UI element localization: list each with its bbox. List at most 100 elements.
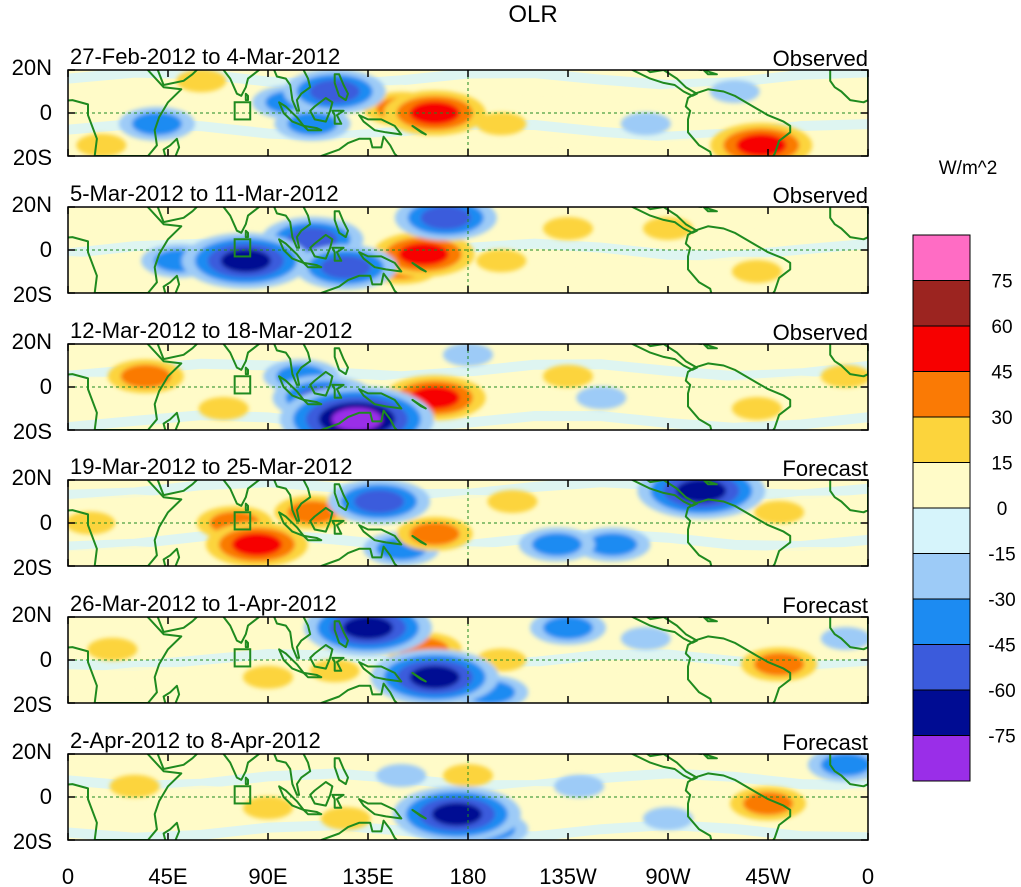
y-tick-label: 0 (40, 647, 52, 672)
coastline-indochina (273, 480, 312, 522)
region-box (233, 648, 252, 668)
coastline-solomon (411, 398, 427, 410)
anomaly-contour (576, 386, 627, 410)
anomaly-contour (476, 112, 527, 136)
coastline-southam (684, 498, 792, 566)
weak-anomaly-band (68, 358, 868, 382)
coastline-arabia (156, 754, 199, 770)
y-tick-label: 20N (12, 465, 52, 490)
coastline-srilanka (244, 92, 249, 102)
anomaly-blobs (109, 754, 868, 840)
coastline-arabia (156, 70, 199, 86)
coastline-solomon (411, 808, 427, 820)
coastline-hispaniola (702, 344, 718, 350)
coastline-sulawesi (331, 793, 345, 809)
y-tick-label: 20N (12, 329, 52, 354)
colorbar-label: 45 (991, 363, 1012, 384)
anomaly-blobs (141, 207, 782, 290)
coastline-madagascar (162, 821, 181, 840)
coastline-australia (320, 409, 399, 430)
coastline-java (302, 124, 323, 132)
coastline-madagascar (162, 411, 181, 430)
coastline-africa (68, 480, 183, 566)
colorbar-swatch (912, 735, 971, 782)
coastline-java (302, 671, 323, 679)
panel-date-range: 26-Mar-2012 to 1-Apr-2012 (70, 591, 337, 616)
coastlines (68, 617, 868, 703)
y-tick-label: 20S (13, 419, 52, 444)
panel-status: Forecast (782, 456, 868, 481)
panel-status: Forecast (782, 730, 868, 755)
colorbar-label: -30 (988, 590, 1015, 611)
anomaly-contour (320, 255, 371, 279)
coastline-india (222, 754, 261, 781)
anomaly-contour (409, 665, 460, 689)
anomaly-field (68, 480, 868, 566)
panel-status: Observed (773, 183, 868, 208)
anomaly-blobs (76, 70, 813, 156)
anomaly-field (68, 344, 868, 430)
y-tick-label: 20S (13, 829, 52, 854)
anomaly-contour (443, 764, 493, 787)
anomaly-contour (543, 364, 593, 388)
colorbar-swatch (912, 325, 971, 372)
coastline-india (222, 70, 261, 97)
colorbar-label: 75 (991, 272, 1012, 293)
colorbar-swatch (912, 280, 971, 327)
colorbar-label: -15 (988, 545, 1015, 566)
weak-anomaly-band (68, 528, 868, 552)
anomaly-contour (443, 344, 493, 367)
anomaly-blobs (68, 480, 805, 566)
panel-date-range: 19-Mar-2012 to 25-Mar-2012 (70, 454, 352, 479)
panels-group: 20N 0 20S 27-Feb-2012 to 4-Mar-2012 Observed… (12, 44, 869, 854)
coastlines (68, 480, 868, 566)
coastline-sulawesi (331, 246, 345, 262)
region-box (233, 375, 252, 395)
panel: 20N 0 20S 5-Mar-2012 to 11-Mar-2012 Observed (12, 181, 869, 307)
anomaly-contour (820, 754, 868, 777)
coastline-hispaniola (702, 617, 718, 623)
coastline-westafrica (829, 70, 868, 104)
coastline-sulawesi (331, 109, 345, 125)
anomaly-contour (87, 637, 138, 661)
x-tick-label: 135W (539, 864, 597, 887)
coastline-java (302, 534, 323, 542)
colorbar-swatch (912, 234, 971, 281)
coastline-borneo (309, 506, 334, 533)
colorbar-swatch (912, 689, 971, 736)
coastline-srilanka (244, 229, 249, 239)
anomaly-contour (643, 807, 693, 830)
coastline-philippines (333, 757, 349, 786)
coastline-newguinea (358, 661, 403, 683)
colorbar-label: 0 (997, 499, 1008, 520)
y-tick-label: 0 (40, 100, 52, 125)
anomaly-contour (420, 207, 471, 230)
coastline-philippines (333, 73, 349, 102)
anomaly-contour (109, 774, 160, 798)
panel: 20N 0 20S 26-Mar-2012 to 1-Apr-2012 Forecast (12, 591, 869, 717)
coastline-java (302, 261, 323, 269)
anomaly-contour (543, 617, 593, 640)
anomaly-contour (331, 407, 382, 430)
coastline-indochina (273, 754, 312, 796)
colorbar: 75 60 45 30 15 0 -15 -30 -45 -60 -75 (912, 234, 1016, 782)
coastline-indochina (273, 207, 312, 249)
anomaly-contour (676, 480, 727, 503)
colorbar-label: 60 (991, 317, 1012, 338)
y-tick-label: 20S (13, 555, 52, 580)
coastline-southam (684, 362, 792, 430)
panel: 20N 0 20S 27-Feb-2012 to 4-Mar-2012 Observed (12, 44, 869, 170)
coastline-newguinea (358, 114, 403, 136)
x-tick-label: 45E (148, 864, 187, 887)
coastline-africa (68, 207, 183, 293)
coastline-sulawesi (331, 519, 345, 535)
colorbar-label: -75 (988, 727, 1015, 748)
y-tick-label: 0 (40, 510, 52, 535)
coastline-southam (684, 88, 792, 156)
anomaly-contour (620, 112, 671, 136)
y-tick-label: 0 (40, 374, 52, 399)
coastline-africa (68, 70, 183, 156)
coastline-indochina (273, 617, 312, 659)
x-tick-label: 0 (62, 864, 74, 887)
